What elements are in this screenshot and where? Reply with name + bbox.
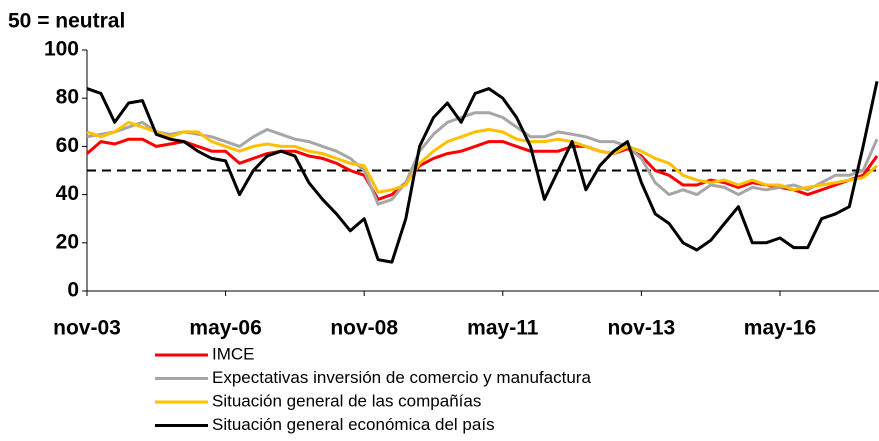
chart-title: 50 = neutral [8,10,125,33]
series-line [86,111,879,206]
series-line [86,80,879,264]
y-tick-label: 40 [56,182,79,205]
series-line [86,120,878,194]
y-tick-label: 60 [56,134,79,157]
y-tick-label: 20 [56,230,79,253]
y-tick-label: 80 [56,86,79,109]
legend-label: Expectativas inversión de comercio y man… [212,368,591,387]
x-tick-label: nov-03 [53,317,121,340]
x-tick-label: may-16 [744,317,816,340]
legend-label: Situación general económica del país [212,415,495,434]
y-tick-label: 0 [67,279,79,302]
x-tick-label: may-06 [189,317,261,340]
x-tick-label: may-11 [467,317,539,340]
x-tick-label: nov-08 [330,317,398,340]
legend-label: Situación general de las compañías [212,391,481,410]
x-tick-label: nov-13 [608,317,676,340]
series-line [86,137,879,201]
legend-label: IMCE [212,344,255,363]
y-tick-label: 100 [44,38,79,61]
